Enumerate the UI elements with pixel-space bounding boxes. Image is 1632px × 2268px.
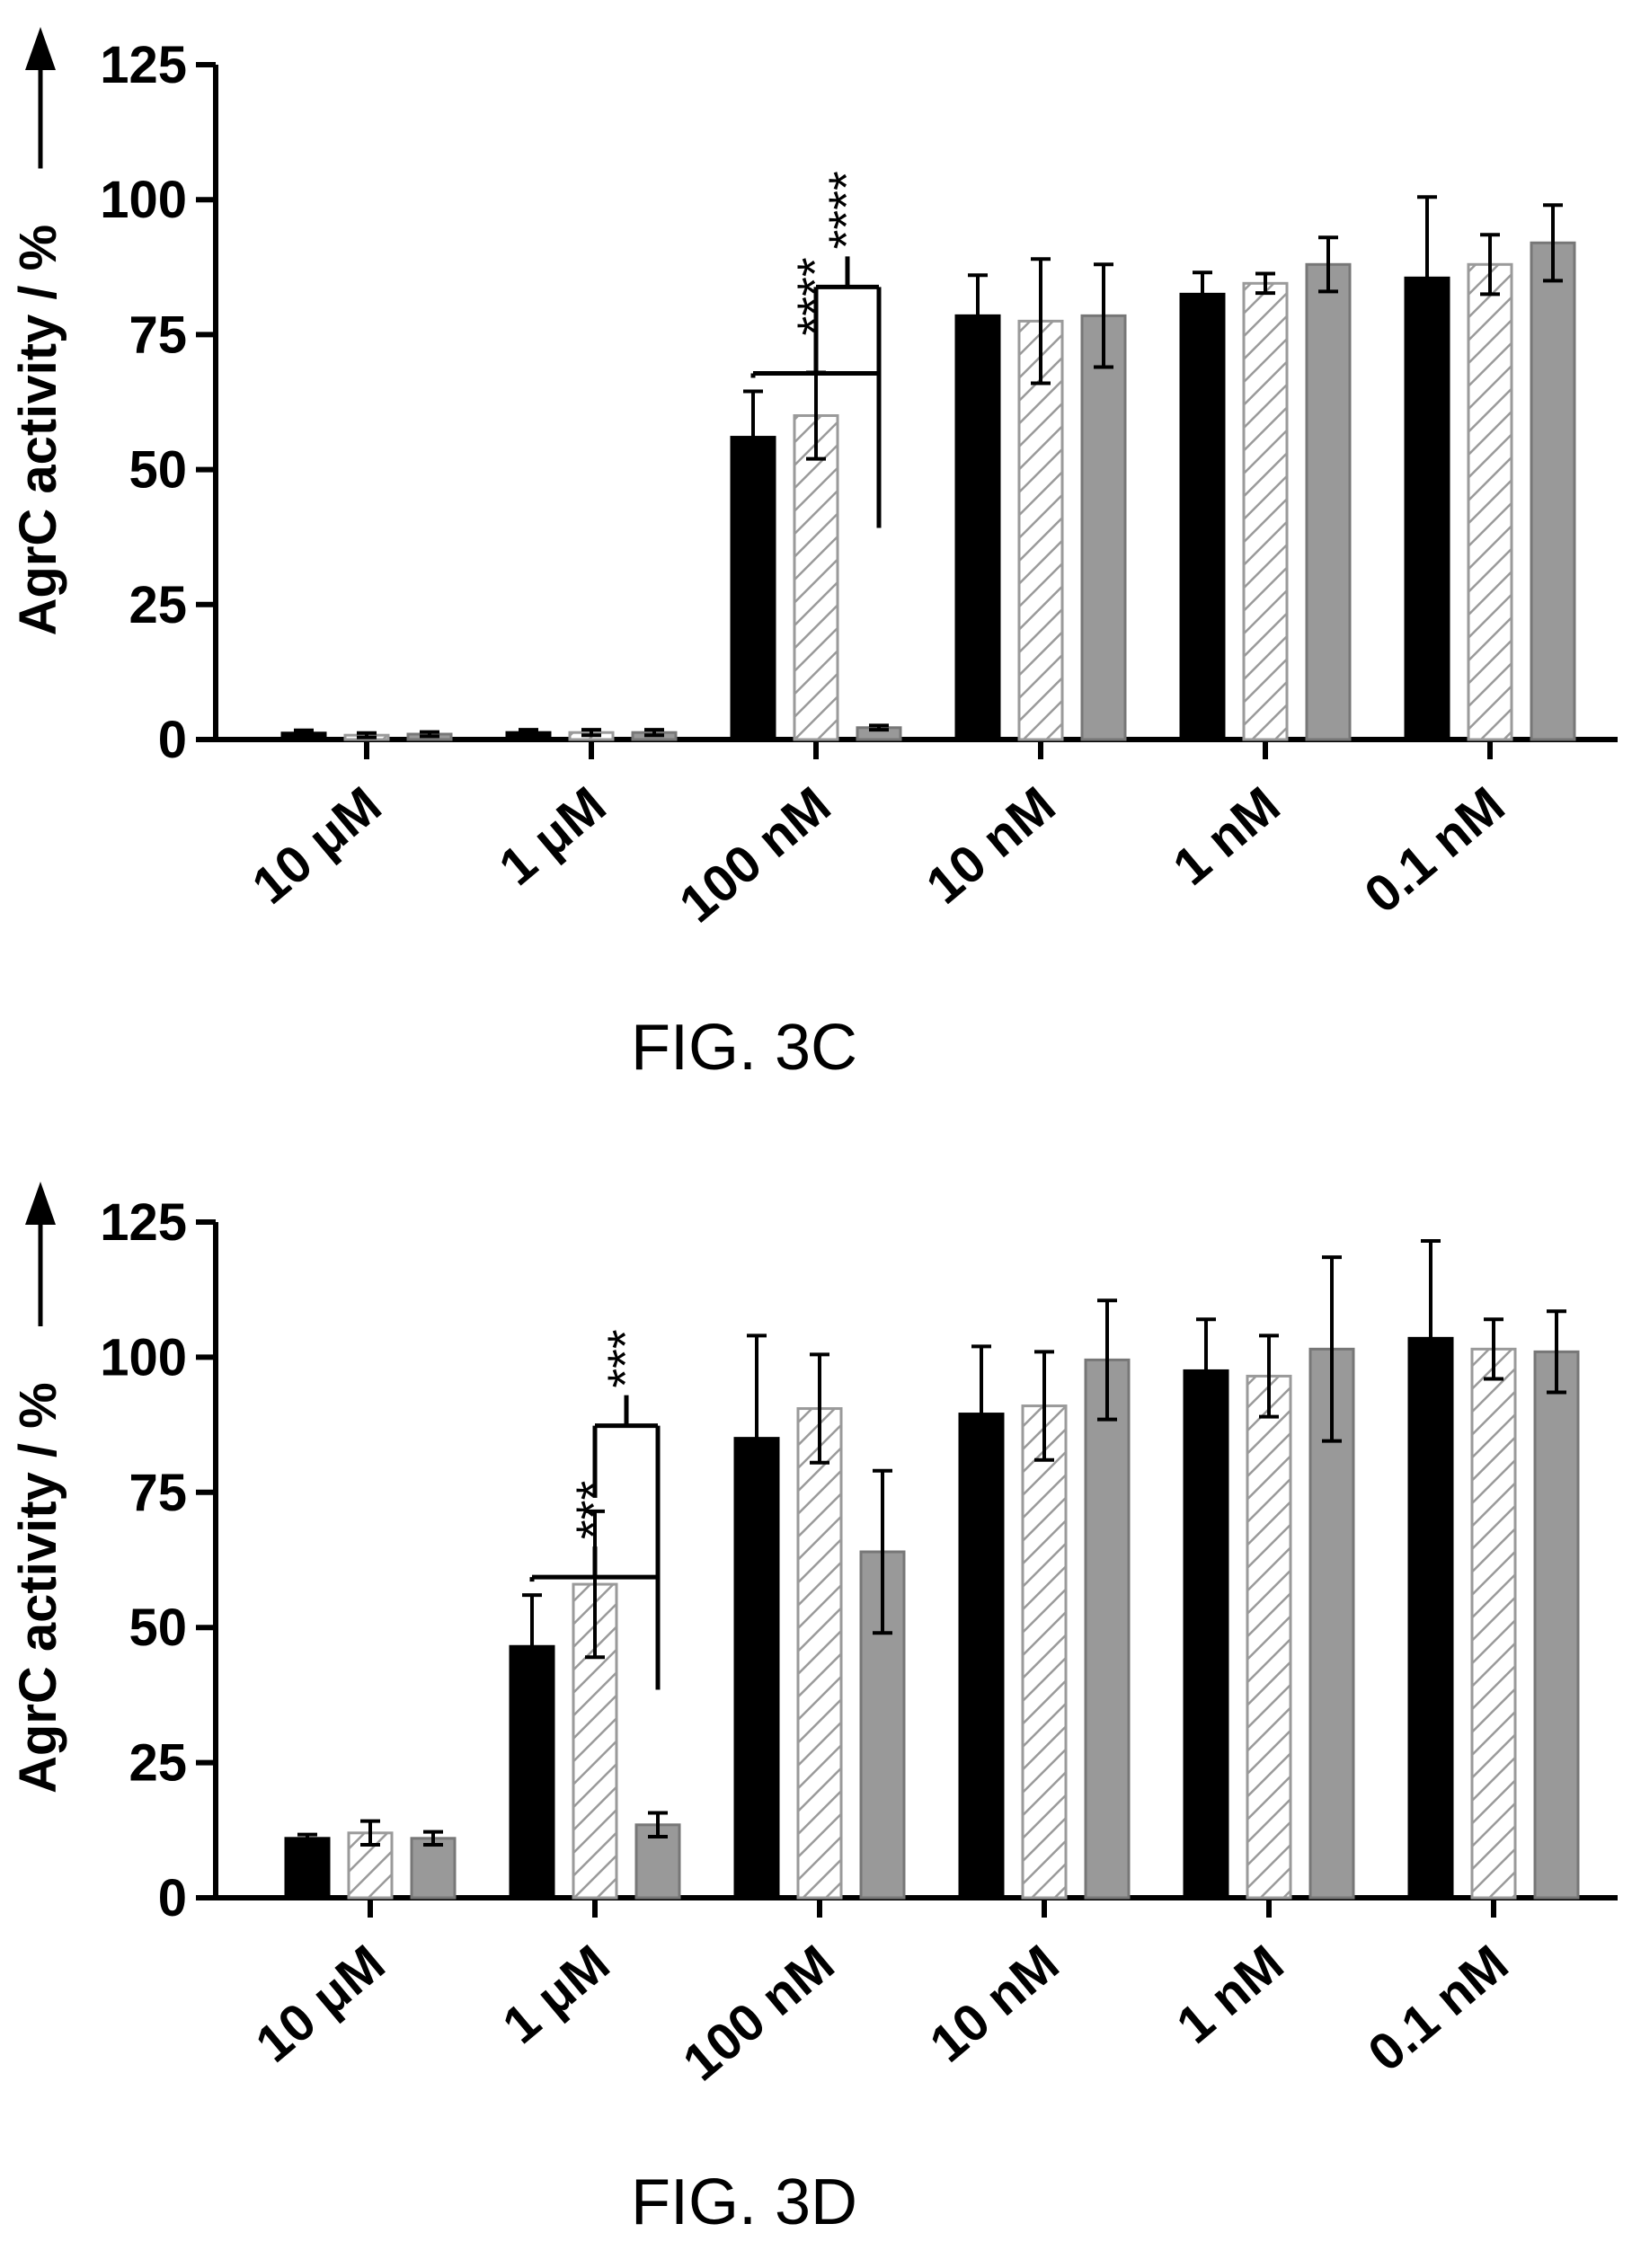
bar: [1242, 281, 1289, 741]
y-tick-label: 75: [129, 306, 187, 364]
bar: [796, 1407, 843, 1900]
y-tick-label: 50: [129, 1599, 187, 1657]
y-tick-label: 125: [100, 36, 187, 94]
significance-label: ****: [818, 171, 874, 249]
bar: [730, 436, 776, 741]
y-tick-label: 25: [129, 1734, 187, 1793]
bar: [284, 1837, 331, 1900]
y-axis-arrow-head: [25, 1182, 56, 1225]
x-tick-label: 1 nM: [1162, 775, 1291, 897]
bar: [1533, 1350, 1580, 1900]
bar: [1080, 314, 1127, 741]
y-tick-label: 100: [100, 171, 187, 229]
y-axis-label: AgrC activity / %: [9, 1382, 67, 1794]
x-tick-label: 10 nM: [919, 1934, 1070, 2073]
x-tick-label: 10 μM: [245, 1934, 396, 2073]
bar: [1246, 1374, 1292, 1900]
bar: [1084, 1358, 1131, 1900]
bar: [1470, 1347, 1517, 1900]
figure-caption: FIG. 3C: [631, 1012, 857, 1084]
x-tick-label: 100 nM: [672, 1934, 845, 2092]
x-tick-label: 1 nM: [1166, 1934, 1294, 2055]
bar: [1021, 1404, 1068, 1900]
bar: [954, 314, 1001, 741]
chart-fig-3c: 0 25 50 75 100 125 AgrC activity / % 10 μM 1 μM 1…: [9, 27, 1618, 1084]
y-axis-arrow-head: [25, 27, 56, 70]
x-tick-label: 10 μM: [242, 775, 393, 915]
x-tick-label: 1 μM: [492, 1934, 620, 2055]
y-tick-label: 75: [129, 1464, 187, 1522]
y-tick-label: 100: [100, 1328, 187, 1386]
y-tick-label: 125: [100, 1193, 187, 1252]
y-tick-label: 25: [129, 576, 187, 634]
bar: [1530, 241, 1576, 741]
y-tick-label: 50: [129, 441, 187, 500]
x-tick-label: 1 μM: [488, 775, 616, 897]
x-tick-label: 100 nM: [669, 775, 841, 934]
y-tick-label: 0: [158, 711, 187, 769]
bar: [572, 1582, 618, 1900]
bar: [1179, 292, 1226, 741]
y-axis-label: AgrC activity / %: [9, 225, 67, 636]
y-tick-label: 0: [158, 1869, 187, 1927]
chart-fig-3d: 0 25 50 75 100 125 AgrC activity / % 10 μM 1 μM 1…: [9, 1182, 1618, 2238]
bar: [1183, 1369, 1229, 1900]
bar: [958, 1413, 1005, 1900]
x-tick-label: 10 nM: [916, 775, 1067, 915]
bar: [793, 414, 839, 741]
figure-caption: FIG. 3D: [631, 2166, 857, 2238]
bar: [410, 1837, 457, 1900]
x-tick-label: 0.1 nM: [1353, 775, 1515, 925]
significance-label: ***: [597, 1329, 653, 1387]
x-tick-label: 0.1 nM: [1357, 1934, 1519, 2083]
bar: [1467, 262, 1513, 741]
bar: [1305, 262, 1352, 741]
